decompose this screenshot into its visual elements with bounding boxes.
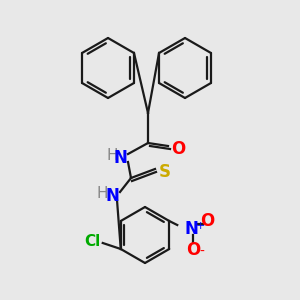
Text: Cl: Cl [85,233,101,248]
Text: H: H [106,148,118,163]
Text: H: H [96,187,108,202]
Text: O: O [171,140,185,158]
Text: N: N [113,149,127,167]
Text: -: - [200,245,205,259]
Text: S: S [159,163,171,181]
Text: N: N [184,220,198,238]
Text: N: N [105,187,119,205]
Text: O: O [200,212,214,230]
Text: +: + [196,221,205,231]
Text: O: O [186,241,200,259]
